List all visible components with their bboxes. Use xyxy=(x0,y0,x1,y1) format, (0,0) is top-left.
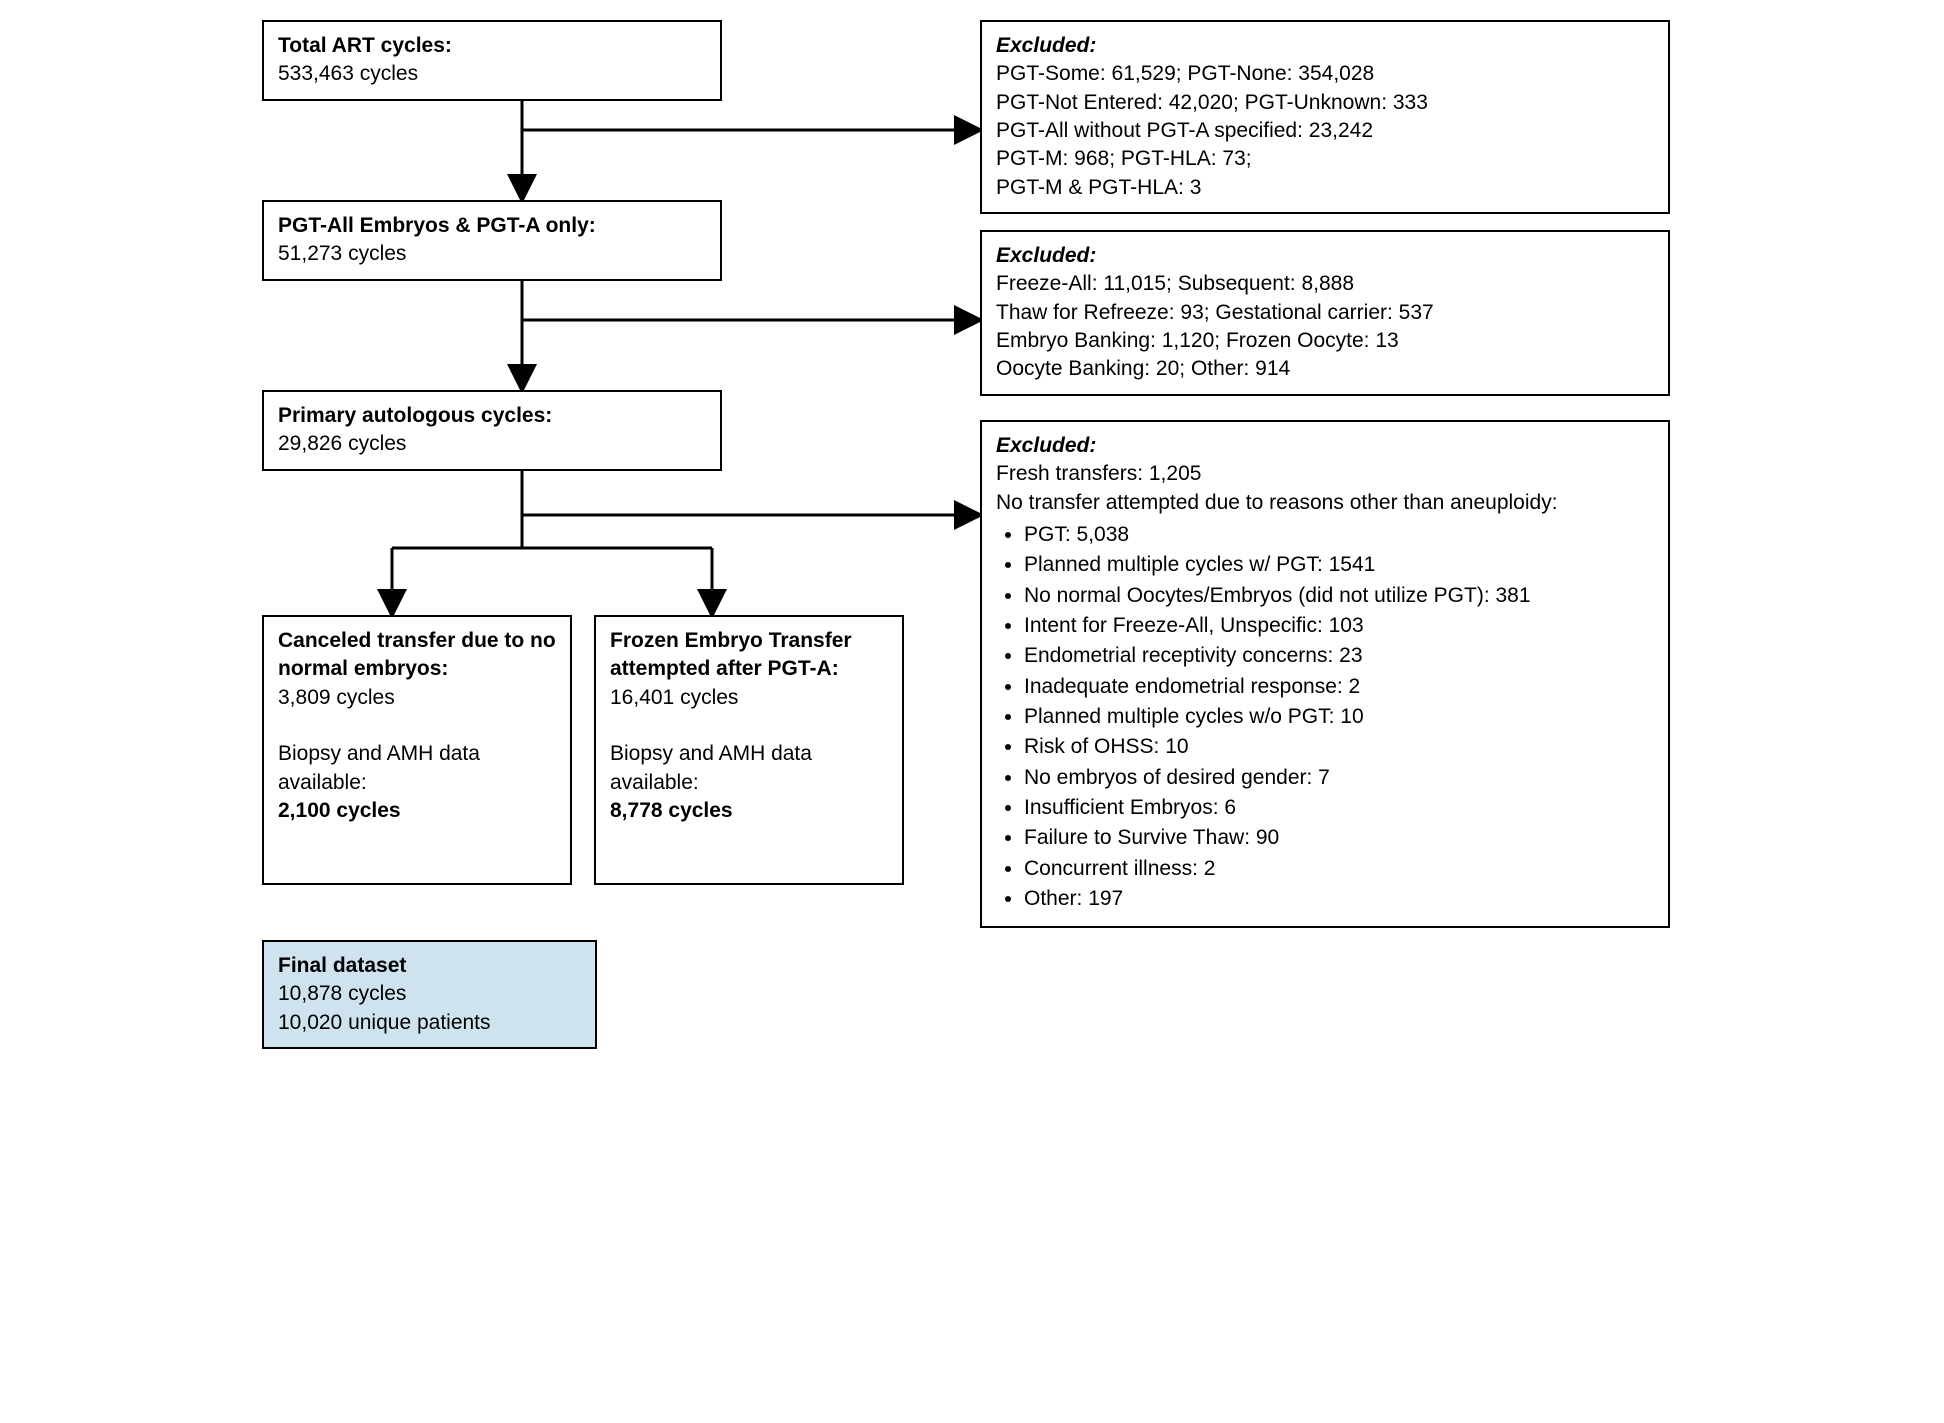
excl3-bullet: Planned multiple cycles w/ PGT: 1541 xyxy=(1024,551,1654,579)
fet-title1: Frozen Embryo Transfer attempted after P… xyxy=(610,629,852,680)
excl2-line: Embryo Banking: 1,120; Frozen Oocyte: 13 xyxy=(996,329,1399,352)
excl3-bullet: Inadequate endometrial response: 2 xyxy=(1024,673,1654,701)
pgt-subtitle: 51,273 cycles xyxy=(278,242,406,265)
excl2-line: Freeze-All: 11,015; Subsequent: 8,888 xyxy=(996,272,1354,295)
canceled-title2: Biopsy and AMH data available: xyxy=(278,742,480,793)
fet-title2: Biopsy and AMH data available: xyxy=(610,742,812,793)
box-total: Total ART cycles: 533,463 cycles xyxy=(262,20,722,101)
canceled-line1: 3,809 cycles xyxy=(278,686,395,709)
excl3-bullet: Concurrent illness: 2 xyxy=(1024,855,1654,883)
excl3-bullet: No embryos of desired gender: 7 xyxy=(1024,764,1654,792)
final-line2: 10,020 unique patients xyxy=(278,1011,491,1034)
excl1-heading: Excluded: xyxy=(996,34,1096,57)
box-excluded-2: Excluded: Freeze-All: 11,015; Subsequent… xyxy=(980,230,1670,396)
canceled-title1: Canceled transfer due to no normal embry… xyxy=(278,629,556,680)
excl3-bullet: Other: 197 xyxy=(1024,885,1654,913)
excl3-bullet: Planned multiple cycles w/o PGT: 10 xyxy=(1024,703,1654,731)
excl2-line: Thaw for Refreeze: 93; Gestational carri… xyxy=(996,301,1434,324)
excl1-line: PGT-M & PGT-HLA: 3 xyxy=(996,176,1201,199)
primary-subtitle: 29,826 cycles xyxy=(278,432,406,455)
excl2-heading: Excluded: xyxy=(996,244,1096,267)
excl3-bullet: Risk of OHSS: 10 xyxy=(1024,733,1654,761)
excl1-line: PGT-All without PGT-A specified: 23,242 xyxy=(996,119,1373,142)
box-excluded-1: Excluded: PGT-Some: 61,529; PGT-None: 35… xyxy=(980,20,1670,214)
excl3-bullet: Intent for Freeze-All, Unspecific: 103 xyxy=(1024,612,1654,640)
excl3-bullet-list: PGT: 5,038 Planned multiple cycles w/ PG… xyxy=(996,521,1654,913)
canceled-line2: 2,100 cycles xyxy=(278,799,401,822)
final-title: Final dataset xyxy=(278,954,406,977)
excl3-heading: Excluded: xyxy=(996,434,1096,457)
excl1-line: PGT-Not Entered: 42,020; PGT-Unknown: 33… xyxy=(996,91,1428,114)
fet-line2: 8,778 cycles xyxy=(610,799,733,822)
excl3-bullet: Insufficient Embryos: 6 xyxy=(1024,794,1654,822)
flowchart-container: Total ART cycles: 533,463 cycles PGT-All… xyxy=(262,20,1682,1110)
box-primary: Primary autologous cycles: 29,826 cycles xyxy=(262,390,722,471)
primary-title: Primary autologous cycles: xyxy=(278,404,552,427)
excl1-line: PGT-M: 968; PGT-HLA: 73; xyxy=(996,147,1252,170)
excl3-preline: Fresh transfers: 1,205 xyxy=(996,462,1201,485)
box-canceled: Canceled transfer due to no normal embry… xyxy=(262,615,572,885)
total-subtitle: 533,463 cycles xyxy=(278,62,418,85)
excl3-preline: No transfer attempted due to reasons oth… xyxy=(996,491,1558,514)
box-pgt: PGT-All Embryos & PGT-A only: 51,273 cyc… xyxy=(262,200,722,281)
box-fet: Frozen Embryo Transfer attempted after P… xyxy=(594,615,904,885)
excl3-bullet: PGT: 5,038 xyxy=(1024,521,1654,549)
final-line1: 10,878 cycles xyxy=(278,982,406,1005)
pgt-title: PGT-All Embryos & PGT-A only: xyxy=(278,214,596,237)
excl3-bullet: Failure to Survive Thaw: 90 xyxy=(1024,824,1654,852)
box-final: Final dataset 10,878 cycles 10,020 uniqu… xyxy=(262,940,597,1049)
excl2-line: Oocyte Banking: 20; Other: 914 xyxy=(996,357,1290,380)
total-title: Total ART cycles: xyxy=(278,34,452,57)
fet-line1: 16,401 cycles xyxy=(610,686,738,709)
box-excluded-3: Excluded: Fresh transfers: 1,205 No tran… xyxy=(980,420,1670,928)
excl3-bullet: No normal Oocytes/Embryos (did not utili… xyxy=(1024,582,1654,610)
excl1-line: PGT-Some: 61,529; PGT-None: 354,028 xyxy=(996,62,1374,85)
excl3-bullet: Endometrial receptivity concerns: 23 xyxy=(1024,642,1654,670)
